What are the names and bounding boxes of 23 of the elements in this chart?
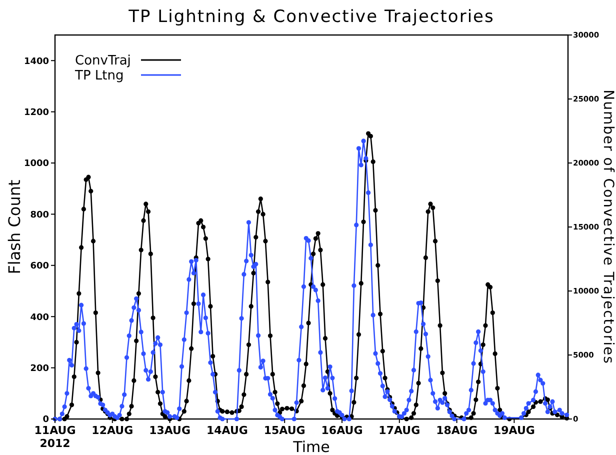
y2-axis-title: Number of Convective Trajectories <box>600 90 616 364</box>
x-tick-label: 15AUG <box>264 424 306 437</box>
y-tick-label: 400 <box>30 312 49 323</box>
x-tick-label: 11AUG 2012 <box>34 424 76 450</box>
y-tick-label: 0 <box>42 415 49 426</box>
chart-title: TP Lightning & Convective Trajectories <box>128 7 494 27</box>
x-tick-label: 16AUG <box>321 424 363 437</box>
x-tick-label: 14AUG <box>206 424 248 437</box>
x-tick-label: 19AUG <box>493 424 535 437</box>
x-tick-label: 13AUG <box>149 424 191 437</box>
y-tick-label: 200 <box>30 364 49 374</box>
y-tick-label: 1000 <box>24 159 49 170</box>
y-tick-label: 600 <box>30 262 49 272</box>
x-tick-label: 12AUG <box>92 424 134 437</box>
x-tick-label: 18AUG <box>436 424 478 437</box>
x-axis-title: Time <box>292 438 330 455</box>
x-tick-label: 17AUG <box>378 424 420 437</box>
y-axis-title: Flash Count <box>5 180 24 274</box>
legend-label: TP Ltng <box>74 68 124 84</box>
y-tick-label: 1400 <box>24 56 49 67</box>
y-tick-label: 800 <box>30 210 49 220</box>
y-tick-label: 1200 <box>24 108 49 118</box>
legend-label: ConvTraj <box>75 54 131 69</box>
